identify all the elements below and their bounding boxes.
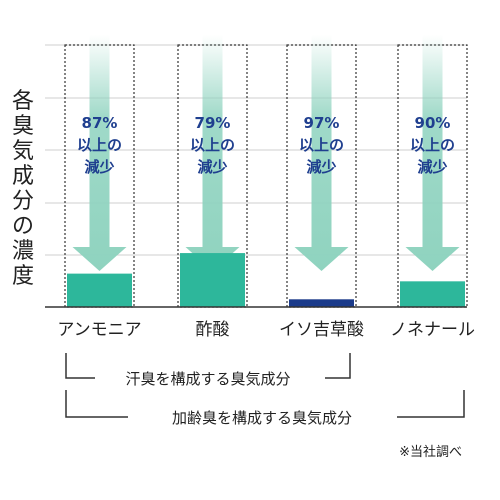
category-label-2: イソ吉草酸 <box>279 320 364 340</box>
y-axis-label-char-7: 度 <box>12 264 34 289</box>
reduction-label-2-2: 減少 <box>306 158 336 176</box>
arrow-1 <box>185 35 240 271</box>
reduction-label-1-0: 79% <box>195 114 231 132</box>
sweat-odor-bracket: 汗臭を構成する臭気成分 <box>65 353 351 388</box>
category-label-1: 酢酸 <box>196 320 230 340</box>
reduction-label-0-0: 87% <box>82 114 118 132</box>
bar-3 <box>400 281 465 307</box>
y-axis-label-char-4: 分 <box>12 189 34 214</box>
category-label-3: ノネナール <box>390 320 475 340</box>
reduction-label-2-1: 以上の <box>299 136 344 154</box>
bar-1 <box>180 253 245 307</box>
y-axis-label-char-0: 各 <box>12 89 34 114</box>
reduction-label-0-1: 以上の <box>77 136 122 154</box>
reduction-label-3-1: 以上の <box>410 136 455 154</box>
category-labels: アンモニア 酢酸 イソ吉草酸 ノネナール <box>57 320 475 340</box>
reduction-label-1-1: 以上の <box>190 136 235 154</box>
aging-odor-bracket: 加齢臭を構成する臭気成分 <box>65 390 465 427</box>
reduction-label-3-2: 減少 <box>417 158 447 176</box>
arrow-2 <box>294 35 349 271</box>
y-axis-label-char-3: 成 <box>12 164 34 189</box>
reduction-label-3-0: 90% <box>415 114 451 132</box>
y-axis-label-char-1: 臭 <box>12 114 34 139</box>
y-axis-label-char-6: 濃 <box>12 239 34 264</box>
y-axis-label-char-5: の <box>12 214 34 239</box>
arrow-0 <box>72 35 127 271</box>
arrows <box>72 35 460 271</box>
y-axis-label-char-2: 気 <box>12 139 34 164</box>
bar-2 <box>289 299 354 307</box>
category-label-0: アンモニア <box>57 320 141 340</box>
reduction-label-1-2: 減少 <box>197 158 227 176</box>
bars <box>67 253 465 307</box>
column-frames <box>64 44 468 308</box>
sweat-odor-bracket-label: 汗臭を構成する臭気成分 <box>125 370 290 388</box>
reduction-label-2-0: 97% <box>304 114 340 132</box>
bar-0 <box>67 273 132 307</box>
source-note: ※当社調べ <box>399 444 462 460</box>
arrow-3 <box>405 35 460 271</box>
reduction-label-0-2: 減少 <box>84 158 114 176</box>
aging-odor-bracket-label: 加齢臭を構成する臭気成分 <box>172 409 352 427</box>
